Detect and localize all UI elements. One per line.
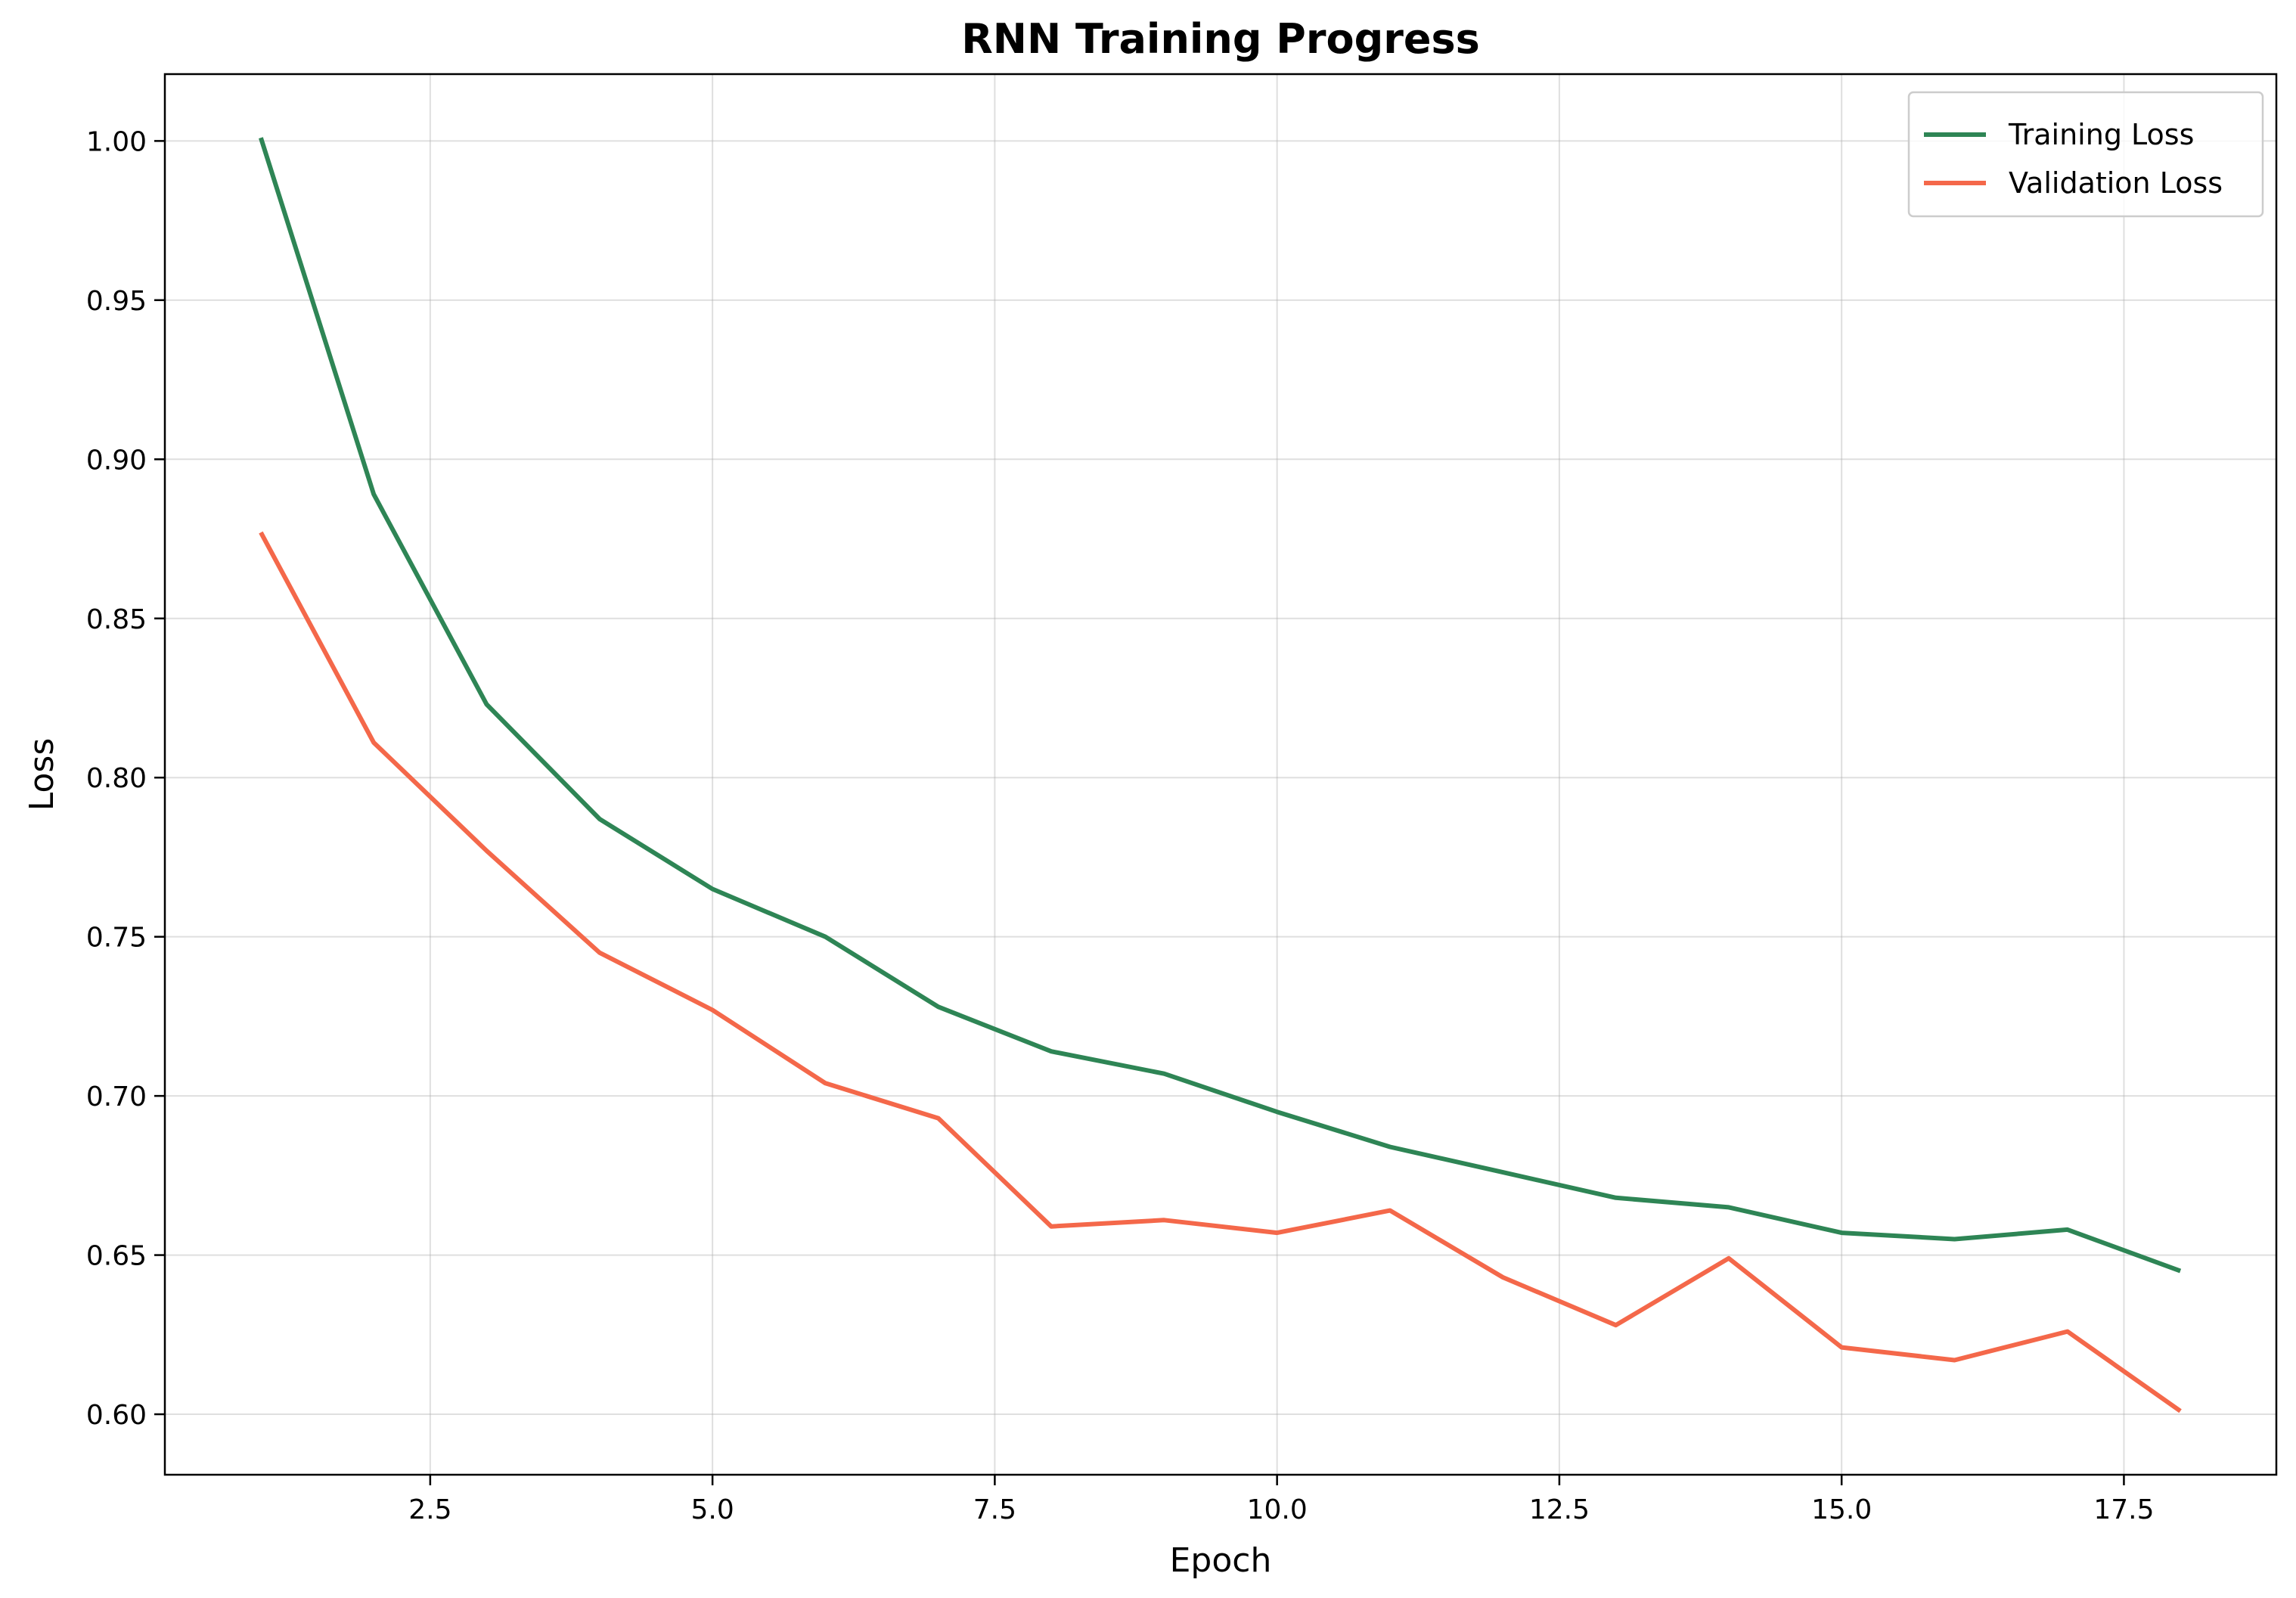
x-tick-label: 15.0 — [1811, 1494, 1872, 1525]
legend-label: Training Loss — [2008, 118, 2194, 151]
y-tick-label: 0.70 — [86, 1081, 147, 1112]
legend: Training Loss Validation Loss — [1907, 91, 2264, 218]
series-line-training-loss — [259, 137, 2182, 1274]
legend-box — [1907, 91, 2264, 218]
x-tick-label: 2.5 — [408, 1494, 451, 1525]
y-tick-label: 0.60 — [86, 1400, 147, 1431]
chart-title: RNN Training Progress — [961, 15, 1480, 63]
x-tick-label: 5.0 — [690, 1494, 734, 1525]
x-tick-label: 17.5 — [2093, 1494, 2154, 1525]
axis-ticks: 2.5 5.0 7.5 10.0 12.5 15.0 17.5 0.60 0.65 0.70 0.7… — [86, 126, 2155, 1525]
y-tick-label: 0.80 — [86, 763, 147, 794]
y-tick-label: 1.00 — [86, 126, 147, 157]
series-lines — [259, 137, 2182, 1413]
y-tick-label: 0.95 — [86, 286, 147, 317]
x-axis-label: Epoch — [1170, 1541, 1272, 1580]
x-tick-label: 10.0 — [1247, 1494, 1308, 1525]
y-axis-label: Loss — [23, 738, 61, 811]
axes-frame — [163, 73, 2278, 1476]
y-tick-label: 0.85 — [86, 604, 147, 635]
series-line-validation-loss — [259, 531, 2182, 1413]
x-tick-label: 7.5 — [973, 1494, 1016, 1525]
legend-label: Validation Loss — [2009, 166, 2223, 200]
y-tick-label: 0.90 — [86, 445, 147, 476]
x-tick-label: 12.5 — [1529, 1494, 1590, 1525]
y-tick-label: 0.75 — [86, 923, 147, 954]
y-tick-label: 0.65 — [86, 1241, 147, 1272]
grid — [165, 74, 2276, 1475]
